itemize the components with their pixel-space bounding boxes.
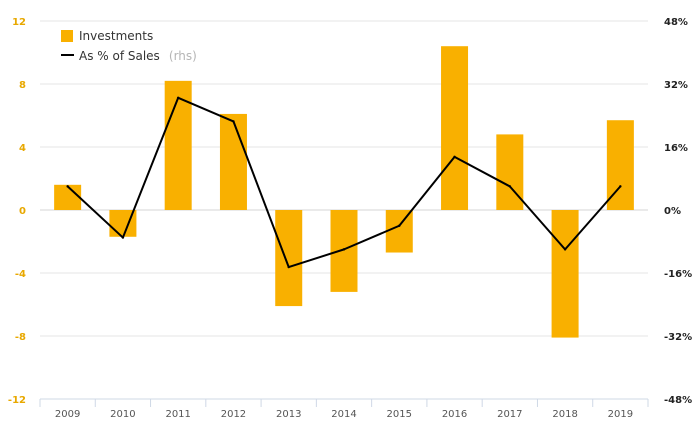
legend-sales-text: As % of Sales bbox=[79, 49, 160, 63]
sales-pct-point-2013 bbox=[287, 265, 290, 269]
left-tick-label: -4 bbox=[15, 269, 26, 280]
legend-label-sales-pct: As % of Sales (rhs) bbox=[79, 45, 197, 64]
right-tick-label: -48% bbox=[664, 395, 692, 406]
bar-2016 bbox=[441, 46, 469, 211]
sales-pct-point-2012 bbox=[232, 120, 235, 123]
sales-pct-point-2010 bbox=[121, 236, 125, 239]
sales-pct-point-2014 bbox=[342, 248, 346, 251]
x-tick-label: 2009 bbox=[55, 409, 80, 420]
x-tick-label: 2017 bbox=[497, 409, 522, 420]
bar-2019 bbox=[606, 120, 634, 210]
x-tick-label: 2010 bbox=[110, 409, 135, 420]
right-tick-label: 48% bbox=[664, 17, 688, 28]
x-tick-label: 2015 bbox=[387, 409, 412, 420]
left-tick-label: 0 bbox=[19, 206, 26, 217]
x-tick-label: 2013 bbox=[276, 409, 301, 420]
left-axis-ticks: 12 8 4 0 -4 -8 -12 bbox=[8, 17, 26, 406]
right-tick-label: -32% bbox=[664, 332, 692, 343]
sales-pct-point-2011 bbox=[176, 96, 180, 99]
bar-2013 bbox=[275, 210, 303, 307]
x-tick-label: 2011 bbox=[165, 409, 190, 420]
legend-swatch-investments bbox=[61, 30, 73, 42]
left-tick-label: 8 bbox=[19, 80, 26, 91]
x-tick-label: 2012 bbox=[221, 409, 246, 420]
left-tick-label: -8 bbox=[15, 332, 26, 343]
left-tick-label: 4 bbox=[19, 143, 26, 154]
bar-2009 bbox=[54, 184, 82, 210]
left-tick-label: 12 bbox=[12, 17, 26, 28]
x-tick-label: 2018 bbox=[552, 409, 577, 420]
x-tick-label: 2016 bbox=[442, 409, 467, 420]
legend-rhs-note: (rhs) bbox=[169, 49, 197, 63]
left-tick-label: -12 bbox=[8, 395, 26, 406]
sales-pct-point-2019 bbox=[619, 185, 622, 188]
right-tick-label: 16% bbox=[664, 143, 688, 154]
x-tick-label: 2019 bbox=[608, 409, 633, 420]
x-tick-label: 2014 bbox=[331, 409, 356, 420]
sales-pct-point-2015 bbox=[398, 224, 401, 227]
x-axis: 2009 2010 2011 2012 2013 2014 2015 2016 2017 2018… bbox=[39, 398, 649, 420]
right-tick-label: 0% bbox=[664, 206, 681, 217]
sales-pct-point-2016 bbox=[453, 155, 456, 159]
sales-pct-point-2009 bbox=[66, 185, 69, 188]
legend: Investments As % of Sales (rhs) bbox=[61, 29, 197, 64]
sales-pct-point-2018 bbox=[563, 248, 567, 251]
bar-2012 bbox=[219, 113, 247, 210]
bar-2018 bbox=[551, 210, 579, 338]
right-tick-label: -16% bbox=[664, 269, 692, 280]
legend-label-investments: Investments bbox=[79, 29, 153, 43]
right-axis-ticks: 48% 32% 16% 0% -16% -32% -48% bbox=[664, 17, 692, 406]
sales-pct-point-2017 bbox=[508, 185, 512, 188]
line-series-sales-pct bbox=[66, 96, 622, 269]
bar-2015 bbox=[385, 210, 413, 253]
bar-2014 bbox=[330, 210, 358, 292]
right-tick-label: 32% bbox=[664, 80, 688, 91]
